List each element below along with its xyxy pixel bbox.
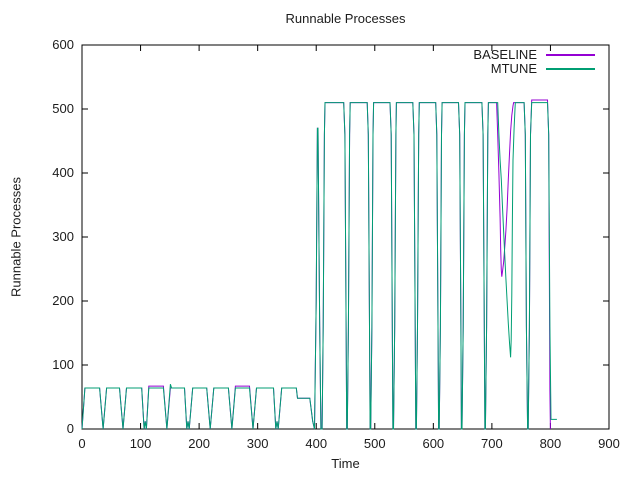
chart-title: Runnable Processes [285, 11, 406, 26]
legend-line-swatch-mtune [546, 68, 595, 70]
legend: BASELINE MTUNE [473, 48, 595, 76]
legend-entry-baseline: BASELINE [473, 48, 595, 62]
legend-label-mtune: MTUNE [490, 61, 537, 76]
legend-label-baseline: BASELINE [473, 47, 537, 62]
legend-line-swatch-baseline [546, 54, 595, 56]
x-axis-label: Time [331, 456, 360, 471]
legend-entry-mtune: MTUNE [473, 62, 595, 76]
series-mtune-line [81, 102, 557, 430]
